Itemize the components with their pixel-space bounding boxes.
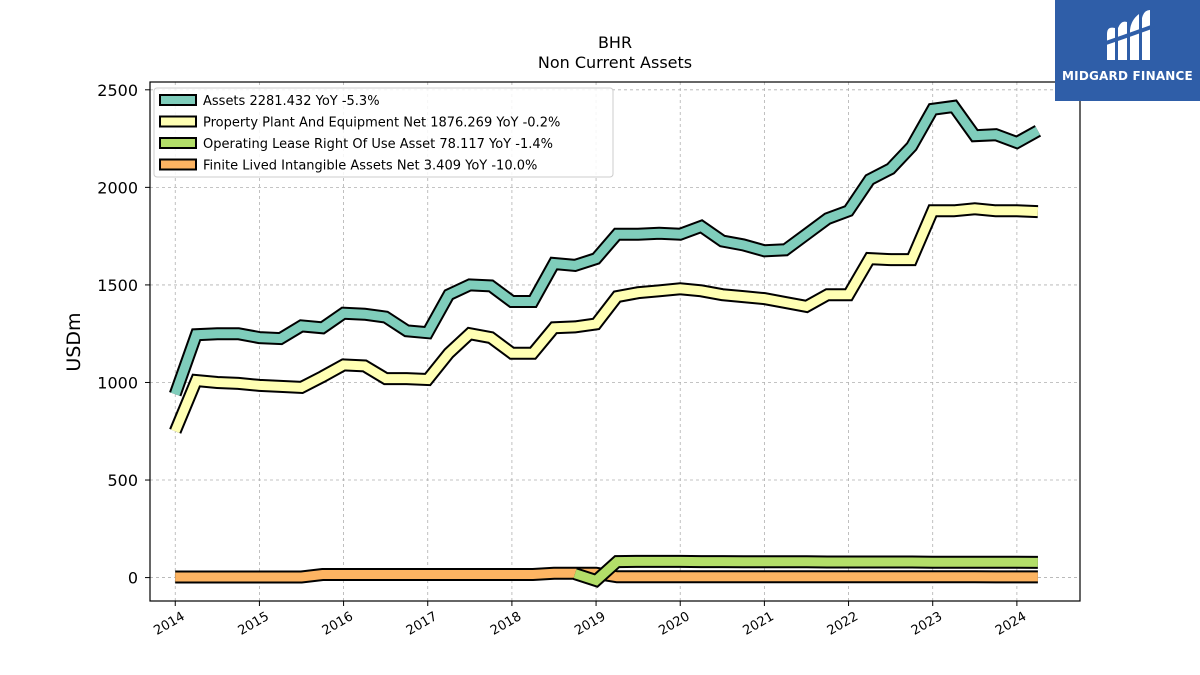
x-tick-label: 2016	[320, 609, 356, 639]
legend-entry-label: Operating Lease Right Of Use Asset 78.11…	[203, 137, 553, 152]
x-tick-label: 2023	[909, 609, 945, 639]
x-tick-label: 2014	[151, 609, 187, 639]
y-tick-label: 500	[107, 471, 138, 490]
x-tick-label: 2024	[993, 609, 1029, 639]
x-tick-label: 2020	[656, 609, 692, 639]
plot-frame	[149, 81, 1081, 602]
legend: Assets 2281.432 YoY -5.3% Property Plant …	[153, 87, 614, 178]
legend-swatch	[159, 115, 197, 128]
legend-swatch	[159, 137, 197, 149]
brand-logo: MIDGARD FINANCE	[1055, 0, 1200, 101]
x-tick-label: 2017	[404, 609, 440, 639]
y-tick-label: 1500	[97, 276, 138, 295]
brand-mark-icon	[1102, 10, 1155, 61]
series-line	[171, 204, 1039, 434]
x-tick-label: 2022	[825, 609, 861, 639]
legend-entry-label: Finite Lived Intangible Assets Net 3.409…	[203, 159, 537, 174]
legend-entry-label: Property Plant And Equipment Net 1876.26…	[203, 116, 560, 131]
y-tick-label: 0	[128, 569, 138, 588]
chart-subtitle: Non Current Assets	[538, 53, 692, 72]
y-tick-label: 2000	[97, 178, 138, 197]
chart-title: BHR	[598, 33, 632, 52]
series-line	[170, 101, 1041, 396]
series-line	[573, 556, 1038, 586]
legend-entry-label: Assets 2281.432 YoY -5.3%	[203, 94, 380, 109]
series-layer	[169, 99, 1042, 588]
y-tick-label: 2500	[97, 81, 138, 100]
legend-swatch	[159, 158, 197, 171]
y-tick-label: 1000	[97, 373, 138, 392]
brand-name: MIDGARD FINANCE	[1062, 69, 1193, 83]
legend-frame	[153, 87, 614, 178]
x-tick-label: 2015	[236, 609, 272, 639]
x-tick-label: 2021	[741, 609, 777, 639]
legend-swatch	[159, 94, 197, 106]
x-tick-label: 2018	[488, 609, 524, 639]
x-tick-label: 2019	[572, 609, 608, 639]
y-axis-label: USDm	[63, 312, 85, 371]
